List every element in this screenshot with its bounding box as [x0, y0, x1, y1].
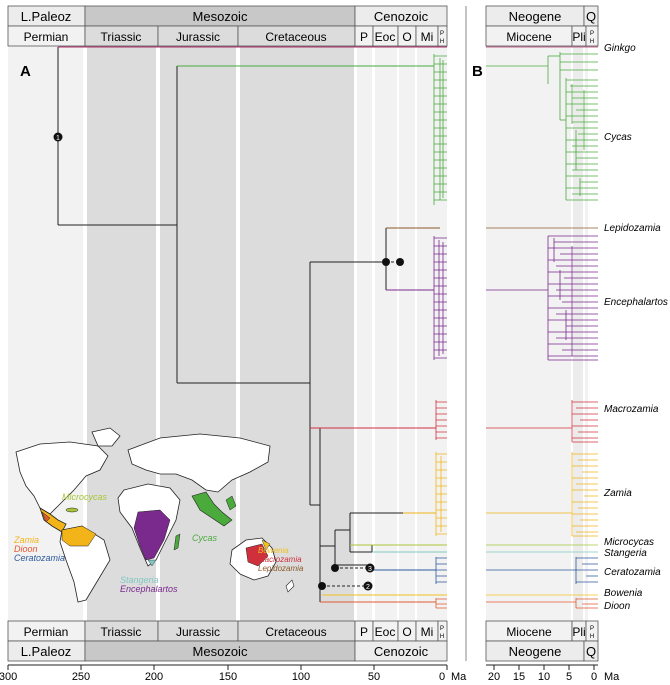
taxon-label-dioon: Dioon [604, 601, 631, 612]
taxon-label-ginkgo: Ginkgo [604, 43, 636, 54]
tick-a-0: 0 [439, 671, 445, 683]
b-epoch-p-bottom: P [590, 626, 594, 632]
b-epoch-h-top: H [590, 39, 594, 45]
tick-a-150: 150 [219, 671, 237, 683]
tick-a-300: 300 [0, 671, 17, 683]
b-epoch-miocene-bottom: Miocene [506, 625, 552, 639]
map-label-encephalartos: Encephalartos [120, 584, 178, 594]
epoch-mi-top: Mi [421, 30, 434, 44]
map-label-dioon: Dioon [14, 544, 38, 554]
epoch-eoc-top: Eoc [375, 30, 396, 44]
node-marker-1-label: 1 [56, 135, 60, 142]
taxon-label-zamia: Zamia [603, 488, 632, 499]
tick-b-0: 0 [591, 671, 597, 683]
b-era-neogene-bottom: Neogene [509, 644, 562, 659]
period-cretaceous-bottom: Cretaceous [265, 625, 326, 639]
tick-b-20: 20 [488, 671, 500, 683]
epoch-ph-h-top: H [440, 39, 444, 45]
panel-a-lineages [58, 46, 447, 603]
epoch-mi-bottom: Mi [421, 625, 434, 639]
epoch-ph-p-bottom: P [440, 626, 444, 632]
tick-b-10: 10 [538, 671, 550, 683]
panel-b-axis: 20 15 10 5 0 Ma [486, 664, 620, 683]
world-map-inset: Microcycas Zamia Dioon Ceratozamia Stang… [13, 427, 304, 603]
epoch-ph-p-top: P [440, 31, 444, 37]
taxon-labels: Ginkgo Cycas Lepidozamia Encephalartos M… [603, 43, 668, 612]
epoch-o-bottom: O [402, 625, 411, 639]
panel-a-node-markers: 1 3 2 [53, 132, 404, 591]
tick-a-50: 50 [368, 671, 380, 683]
tick-a-100: 100 [292, 671, 310, 683]
map-label-lepidozamia: Lepidozamia [258, 564, 304, 573]
panel-a-backbone [57, 47, 403, 602]
panel-b-timescale-top: Neogene Q Miocene Pli P H [485, 5, 599, 47]
taxon-label-macrozamia: Macrozamia [604, 404, 659, 415]
epoch-o-top: O [402, 30, 411, 44]
panel-b-trees [486, 46, 598, 609]
b-epoch-h-bottom: H [590, 634, 594, 640]
node-marker-3-label: 3 [368, 566, 372, 573]
map-label-macrozamia: Macrozamia [258, 555, 302, 564]
panel-a-label: A [20, 63, 31, 80]
node-marker-2-label: 2 [366, 584, 370, 591]
axis-a-unit: Ma [451, 671, 467, 683]
panel-a-timescale-top: L.Paleoz Mesozoic Cenozoic Permian Trias… [7, 5, 448, 47]
era-cenozoic-top: Cenozoic [374, 9, 429, 24]
panel-b-background [486, 46, 588, 621]
epoch-p-bottom: P [360, 625, 368, 639]
taxon-label-encephalartos: Encephalartos [604, 297, 668, 308]
axis-b-unit: Ma [604, 671, 620, 683]
map-label-stangeria: Stangeria [120, 575, 159, 585]
era-paleozoic-top: L.Paleoz [21, 9, 72, 24]
era-mesozoic-top: Mesozoic [193, 9, 248, 24]
panel-a-axis: 300 250 200 150 100 50 0 Ma [0, 664, 467, 683]
map-label-cycas: Cycas [192, 533, 218, 543]
b-epoch-miocene-top: Miocene [506, 30, 552, 44]
tick-a-250: 250 [72, 671, 90, 683]
taxon-label-bowenia: Bowenia [604, 588, 643, 599]
taxon-label-microcycas: Microcycas [604, 537, 654, 548]
period-triassic-top: Triassic [101, 30, 142, 44]
epoch-eoc-bottom: Eoc [375, 625, 396, 639]
map-label-microcycas: Microcycas [62, 492, 108, 502]
taxon-label-stangeria: Stangeria [604, 548, 647, 559]
panel-a-timescale-bottom: Permian Triassic Jurassic Cretaceous P E… [7, 620, 448, 662]
period-jurassic-bottom: Jurassic [176, 625, 220, 639]
era-mesozoic-bottom: Mesozoic [193, 644, 248, 659]
tick-b-15: 15 [513, 671, 525, 683]
period-jurassic-top: Jurassic [176, 30, 220, 44]
period-triassic-bottom: Triassic [101, 625, 142, 639]
tick-b-5: 5 [566, 671, 572, 683]
b-era-q-top: Q [586, 9, 596, 24]
epoch-p-top: P [360, 30, 368, 44]
period-permian-top: Permian [24, 30, 69, 44]
era-paleozoic-bottom: L.Paleoz [21, 644, 72, 659]
b-epoch-p-top: P [590, 31, 594, 37]
panel-b-timescale-bottom: Miocene Pli P H Neogene Q [485, 620, 599, 662]
b-era-neogene-top: Neogene [509, 9, 562, 24]
map-label-bowenia: Bowenia [258, 546, 289, 555]
taxon-label-ceratozamia: Ceratozamia [604, 567, 661, 578]
map-label-ceratozamia: Ceratozamia [14, 553, 65, 563]
b-epoch-pli-top: Pli [572, 30, 585, 44]
taxon-label-lepidozamia: Lepidozamia [604, 223, 661, 234]
map-label-zamia: Zamia [13, 535, 39, 545]
b-era-q-bottom: Q [586, 644, 596, 659]
tick-a-200: 200 [145, 671, 163, 683]
period-permian-bottom: Permian [24, 625, 69, 639]
period-cretaceous-top: Cretaceous [265, 30, 326, 44]
era-cenozoic-bottom: Cenozoic [374, 644, 429, 659]
panel-a-clade-combs [433, 54, 447, 609]
epoch-ph-h-bottom: H [440, 634, 444, 640]
b-epoch-pli-bottom: Pli [572, 625, 585, 639]
panel-b-label: B [472, 63, 483, 80]
taxon-label-cycas: Cycas [604, 132, 632, 143]
